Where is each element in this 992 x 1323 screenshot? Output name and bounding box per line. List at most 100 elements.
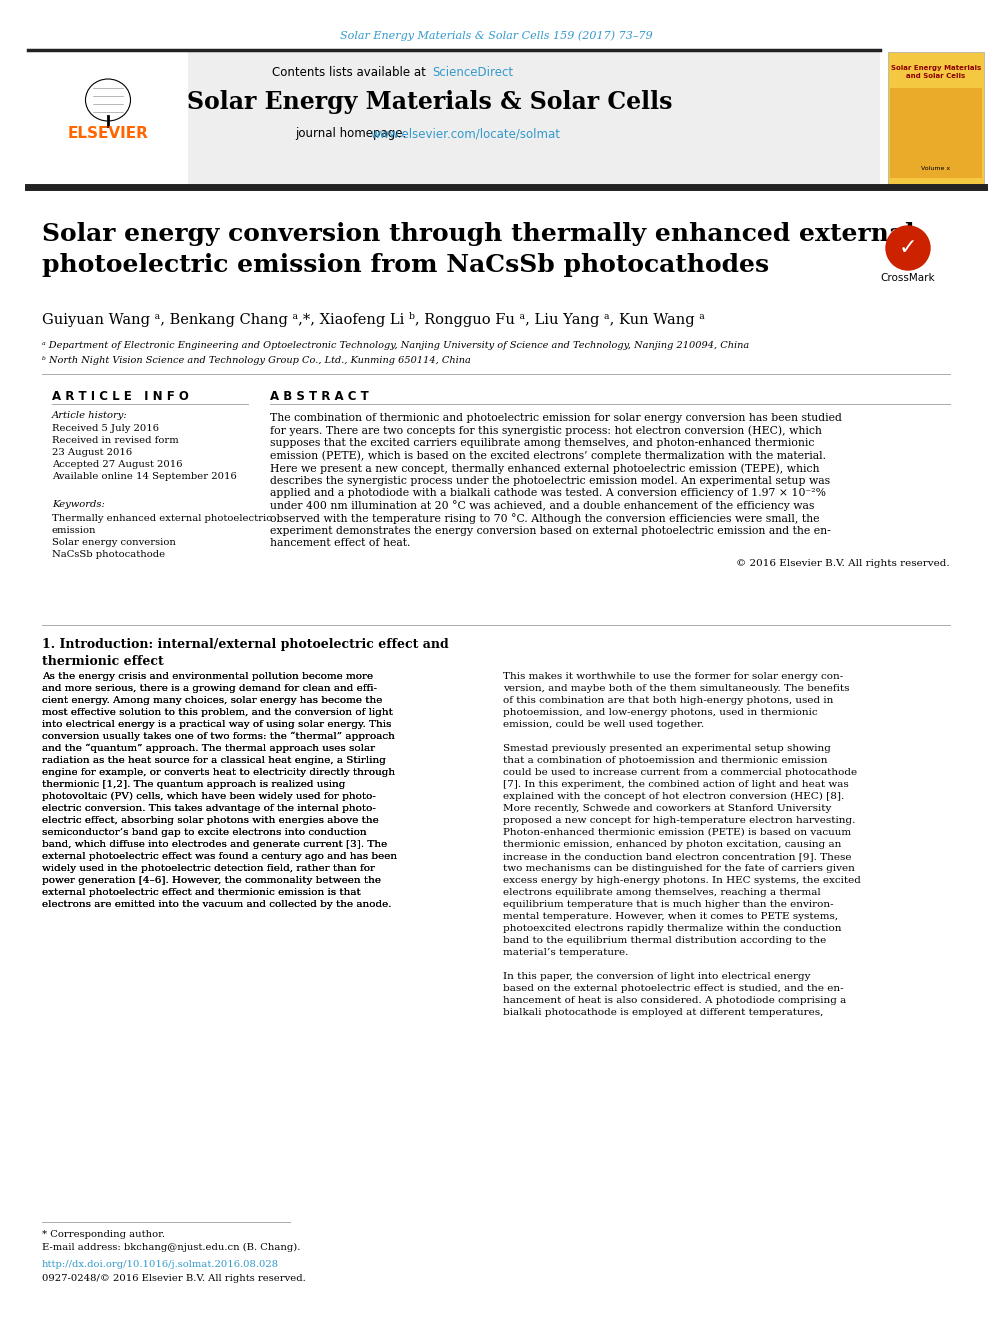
Text: Keywords:: Keywords: <box>52 500 105 509</box>
Text: semiconductor’s band gap to excite electrons into conduction: semiconductor’s band gap to excite elect… <box>42 828 367 837</box>
Text: ELSEVIER: ELSEVIER <box>67 126 149 140</box>
Text: band, which diffuse into electrodes and generate current [3]. The: band, which diffuse into electrodes and … <box>42 840 387 849</box>
Text: widely used in the photoelectric detection field, rather than for: widely used in the photoelectric detecti… <box>42 864 375 873</box>
Text: photovoltaic (PV) cells, which have been widely used for photo-: photovoltaic (PV) cells, which have been… <box>42 792 376 802</box>
Text: engine for example, or converts heat to electricity directly through: engine for example, or converts heat to … <box>42 767 395 777</box>
Text: emission, could be well used together.: emission, could be well used together. <box>503 720 704 729</box>
Text: cient energy. Among many choices, solar energy has become the: cient energy. Among many choices, solar … <box>42 696 382 705</box>
FancyBboxPatch shape <box>28 52 880 184</box>
Text: proposed a new concept for high-temperature electron harvesting.: proposed a new concept for high-temperat… <box>503 816 855 826</box>
Text: electric conversion. This takes advantage of the internal photo-: electric conversion. This takes advantag… <box>42 804 376 814</box>
Text: and the “quantum” approach. The thermal approach uses solar: and the “quantum” approach. The thermal … <box>42 744 375 753</box>
Text: NaCsSb photocathode: NaCsSb photocathode <box>52 550 165 560</box>
Text: could be used to increase current from a commercial photocathode: could be used to increase current from a… <box>503 767 857 777</box>
Text: http://dx.doi.org/10.1016/j.solmat.2016.08.028: http://dx.doi.org/10.1016/j.solmat.2016.… <box>42 1259 279 1269</box>
Text: www.elsevier.com/locate/solmat: www.elsevier.com/locate/solmat <box>371 127 560 140</box>
Text: for years. There are two concepts for this synergistic process: hot electron con: for years. There are two concepts for th… <box>270 426 822 437</box>
Text: two mechanisms can be distinguished for the fate of carriers given: two mechanisms can be distinguished for … <box>503 864 855 873</box>
Text: cient energy. Among many choices, solar energy has become the: cient energy. Among many choices, solar … <box>42 696 382 705</box>
Text: increase in the conduction band electron concentration [9]. These: increase in the conduction band electron… <box>503 852 851 861</box>
Text: Available online 14 September 2016: Available online 14 September 2016 <box>52 472 237 482</box>
Text: under 400 nm illumination at 20 °C was achieved, and a double enhancement of the: under 400 nm illumination at 20 °C was a… <box>270 500 814 512</box>
Text: hancement effect of heat.: hancement effect of heat. <box>270 538 411 548</box>
Text: excess energy by high-energy photons. In HEC systems, the excited: excess energy by high-energy photons. In… <box>503 876 861 885</box>
Text: and the “quantum” approach. The thermal approach uses solar: and the “quantum” approach. The thermal … <box>42 744 375 753</box>
Text: power generation [4–6]. However, the commonality between the: power generation [4–6]. However, the com… <box>42 876 381 885</box>
Text: Accepted 27 August 2016: Accepted 27 August 2016 <box>52 460 183 468</box>
Text: Guiyuan Wang ᵃ, Benkang Chang ᵃ,*, Xiaofeng Li ᵇ, Rongguo Fu ᵃ, Liu Yang ᵃ, Kun : Guiyuan Wang ᵃ, Benkang Chang ᵃ,*, Xiaof… <box>42 312 705 327</box>
Text: describes the synergistic process under the photoelectric emission model. An exp: describes the synergistic process under … <box>270 475 830 486</box>
Text: 0927-0248/© 2016 Elsevier B.V. All rights reserved.: 0927-0248/© 2016 Elsevier B.V. All right… <box>42 1274 306 1283</box>
Text: external photoelectric effect and thermionic emission is that: external photoelectric effect and thermi… <box>42 888 361 897</box>
FancyBboxPatch shape <box>890 89 982 179</box>
Text: applied and a photodiode with a bialkali cathode was tested. A conversion effici: applied and a photodiode with a bialkali… <box>270 488 826 497</box>
Text: Solar energy conversion through thermally enhanced external
photoelectric emissi: Solar energy conversion through thermall… <box>42 222 915 277</box>
Text: ScienceDirect: ScienceDirect <box>432 66 513 78</box>
Text: In this paper, the conversion of light into electrical energy: In this paper, the conversion of light i… <box>503 972 810 980</box>
Text: electrons equilibrate among themselves, reaching a thermal: electrons equilibrate among themselves, … <box>503 888 820 897</box>
Text: As the energy crisis and environmental pollution become more: As the energy crisis and environmental p… <box>42 672 373 681</box>
Text: of this combination are that both high-energy photons, used in: of this combination are that both high-e… <box>503 696 833 705</box>
Text: electric conversion. This takes advantage of the internal photo-: electric conversion. This takes advantag… <box>42 804 376 814</box>
Text: Thermally enhanced external photoelectric: Thermally enhanced external photoelectri… <box>52 515 272 523</box>
Text: journal homepage:: journal homepage: <box>295 127 411 140</box>
Text: emission: emission <box>52 527 96 534</box>
Text: Here we present a new concept, thermally enhanced external photoelectric emissio: Here we present a new concept, thermally… <box>270 463 819 474</box>
Text: Photon-enhanced thermionic emission (PETE) is based on vacuum: Photon-enhanced thermionic emission (PET… <box>503 828 851 837</box>
Text: conversion usually takes one of two forms: the “thermal” approach: conversion usually takes one of two form… <box>42 732 395 741</box>
FancyBboxPatch shape <box>28 52 188 184</box>
Text: Solar Energy Materials & Solar Cells 159 (2017) 73–79: Solar Energy Materials & Solar Cells 159… <box>339 30 653 41</box>
Text: conversion usually takes one of two forms: the “thermal” approach: conversion usually takes one of two form… <box>42 732 395 741</box>
Text: photovoltaic (PV) cells, which have been widely used for photo-: photovoltaic (PV) cells, which have been… <box>42 792 376 802</box>
Text: widely used in the photoelectric detection field, rather than for: widely used in the photoelectric detecti… <box>42 864 375 873</box>
Text: ᵇ North Night Vision Science and Technology Group Co., Ltd., Kunming 650114, Chi: ᵇ North Night Vision Science and Technol… <box>42 356 471 365</box>
Text: and more serious, there is a growing demand for clean and effi-: and more serious, there is a growing dem… <box>42 684 377 693</box>
Text: Solar Energy Materials & Solar Cells: Solar Energy Materials & Solar Cells <box>187 90 673 114</box>
Text: semiconductor’s band gap to excite electrons into conduction: semiconductor’s band gap to excite elect… <box>42 828 367 837</box>
Text: A B S T R A C T: A B S T R A C T <box>270 390 369 404</box>
Text: emission (PETE), which is based on the excited electrons’ complete thermalizatio: emission (PETE), which is based on the e… <box>270 451 826 460</box>
Text: E-mail address: bkchang@njust.edu.cn (B. Chang).: E-mail address: bkchang@njust.edu.cn (B.… <box>42 1244 301 1252</box>
Text: and more serious, there is a growing demand for clean and effi-: and more serious, there is a growing dem… <box>42 684 377 693</box>
Text: Smestad previously presented an experimental setup showing: Smestad previously presented an experime… <box>503 744 831 753</box>
Text: explained with the concept of hot electron conversion (HEC) [8].: explained with the concept of hot electr… <box>503 792 844 802</box>
Text: most effective solution to this problem, and the conversion of light: most effective solution to this problem,… <box>42 708 393 717</box>
Text: Solar Energy Materials
and Solar Cells: Solar Energy Materials and Solar Cells <box>891 65 981 79</box>
Text: A R T I C L E   I N F O: A R T I C L E I N F O <box>52 390 188 404</box>
Text: More recently, Schwede and coworkers at Stanford University: More recently, Schwede and coworkers at … <box>503 804 831 814</box>
Text: external photoelectric effect and thermionic emission is that: external photoelectric effect and thermi… <box>42 888 361 897</box>
Text: thermionic emission, enhanced by photon excitation, causing an: thermionic emission, enhanced by photon … <box>503 840 841 849</box>
Text: The combination of thermionic and photoelectric emission for solar energy conver: The combination of thermionic and photoe… <box>270 413 842 423</box>
Text: electric effect, absorbing solar photons with energies above the: electric effect, absorbing solar photons… <box>42 816 379 826</box>
Text: hancement of heat is also considered. A photodiode comprising a: hancement of heat is also considered. A … <box>503 996 846 1005</box>
Text: Received in revised form: Received in revised form <box>52 437 179 445</box>
Text: into electrical energy is a practical way of using solar energy. This: into electrical energy is a practical wa… <box>42 720 392 729</box>
Text: electrons are emitted into the vacuum and collected by the anode.: electrons are emitted into the vacuum an… <box>42 900 392 909</box>
Text: ᵃ Department of Electronic Engineering and Optoelectronic Technology, Nanjing Un: ᵃ Department of Electronic Engineering a… <box>42 341 749 351</box>
Text: 1. Introduction: internal/external photoelectric effect and
thermionic effect: 1. Introduction: internal/external photo… <box>42 638 448 668</box>
Text: Contents lists available at: Contents lists available at <box>273 66 430 78</box>
Text: 23 August 2016: 23 August 2016 <box>52 448 132 456</box>
Text: band to the equilibrium thermal distribution according to the: band to the equilibrium thermal distribu… <box>503 935 826 945</box>
Text: © 2016 Elsevier B.V. All rights reserved.: © 2016 Elsevier B.V. All rights reserved… <box>736 558 950 568</box>
Text: Volume x: Volume x <box>922 165 950 171</box>
Circle shape <box>886 226 930 270</box>
Text: version, and maybe both of the them simultaneously. The benefits: version, and maybe both of the them simu… <box>503 684 849 693</box>
Text: based on the external photoelectric effect is studied, and the en-: based on the external photoelectric effe… <box>503 984 843 994</box>
Text: equilibrium temperature that is much higher than the environ-: equilibrium temperature that is much hig… <box>503 900 833 909</box>
Text: Solar energy conversion: Solar energy conversion <box>52 538 176 546</box>
Text: [7]. In this experiment, the combined action of light and heat was: [7]. In this experiment, the combined ac… <box>503 781 849 789</box>
Text: electric effect, absorbing solar photons with energies above the: electric effect, absorbing solar photons… <box>42 816 379 826</box>
Text: CrossMark: CrossMark <box>881 273 935 283</box>
Text: power generation [4–6]. However, the commonality between the: power generation [4–6]. However, the com… <box>42 876 381 885</box>
Text: radiation as the heat source for a classical heat engine, a Stirling: radiation as the heat source for a class… <box>42 755 386 765</box>
Text: most effective solution to this problem, and the conversion of light: most effective solution to this problem,… <box>42 708 393 717</box>
Text: photoemission, and low-energy photons, used in thermionic: photoemission, and low-energy photons, u… <box>503 708 817 717</box>
Text: Received 5 July 2016: Received 5 July 2016 <box>52 423 159 433</box>
Text: mental temperature. However, when it comes to PETE systems,: mental temperature. However, when it com… <box>503 912 838 921</box>
Text: supposes that the excited carriers equilibrate among themselves, and photon-enha: supposes that the excited carriers equil… <box>270 438 814 448</box>
Text: that a combination of photoemission and thermionic emission: that a combination of photoemission and … <box>503 755 827 765</box>
Text: external photoelectric effect was found a century ago and has been: external photoelectric effect was found … <box>42 852 397 861</box>
Text: engine for example, or converts heat to electricity directly through: engine for example, or converts heat to … <box>42 767 395 777</box>
FancyBboxPatch shape <box>888 52 984 184</box>
